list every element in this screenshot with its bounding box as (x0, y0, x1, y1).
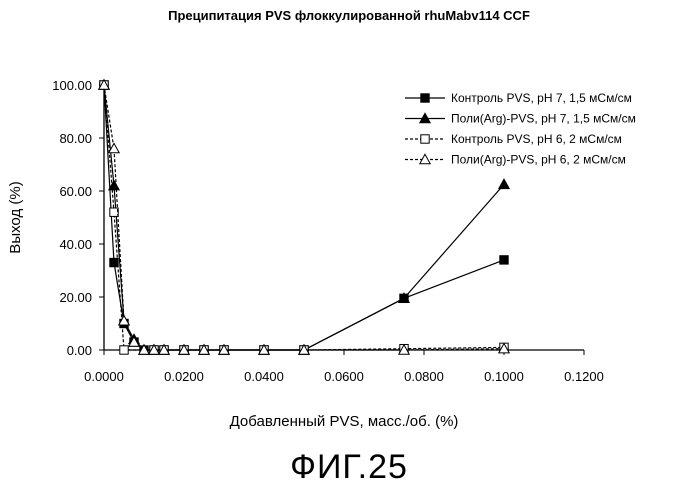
legend-label: Поли(Arg)-PVS, pH 7, 1,5 мСм/см (451, 112, 636, 126)
y-tick-label: 100.00 (52, 78, 92, 93)
series-2 (99, 80, 509, 354)
x-tick-label: 0.1000 (484, 369, 524, 384)
y-tick-label: 40.00 (59, 237, 92, 252)
y-tick-label: 0.00 (67, 343, 92, 358)
x-tick-label: 0.1200 (564, 369, 604, 384)
legend-item-2: Поли(Arg)-PVS, pH 7, 1,5 мСм/см (405, 112, 636, 126)
series-line (104, 85, 504, 350)
x-tick-label: 0.0000 (84, 369, 124, 384)
x-tick-label: 0.0800 (404, 369, 444, 384)
data-point (120, 346, 128, 354)
data-point (500, 256, 508, 264)
series-line (104, 85, 504, 350)
x-tick-label: 0.0400 (244, 369, 284, 384)
y-tick-label: 80.00 (59, 131, 92, 146)
legend-marker (421, 94, 429, 102)
series-4 (99, 80, 509, 354)
chart-legend: Контроль PVS, pH 7, 1,5 мСм/см Поли(Arg)-… (405, 91, 636, 167)
x-tick-label: 0.0600 (324, 369, 364, 384)
data-point (109, 181, 119, 190)
y-axis-title: Выход (%) (7, 181, 24, 253)
legend-label: Поли(Arg)-PVS, pH 6, 2 мСм/см (451, 153, 626, 167)
series-line (104, 85, 504, 350)
legend-item-4: Поли(Arg)-PVS, pH 6, 2 мСм/см (405, 153, 626, 167)
x-axis-title: Добавленный PVS, масс./об. (%) (230, 413, 459, 430)
figure-label: ФИГ.25 (0, 448, 698, 487)
series-3 (100, 81, 508, 354)
series-line (104, 85, 504, 350)
legend-item-1: Контроль PVS, pH 7, 1,5 мСм/см (405, 91, 632, 105)
y-tick-label: 20.00 (59, 290, 92, 305)
series-1 (100, 81, 508, 354)
x-tick-label: 0.0200 (164, 369, 204, 384)
legend-item-3: Контроль PVS, pH 6, 2 мСм/см (405, 132, 622, 146)
legend-label: Контроль PVS, pH 6, 2 мСм/см (451, 132, 622, 146)
chart-series (99, 80, 509, 354)
data-point (499, 179, 509, 188)
legend-marker (421, 135, 429, 143)
legend-label: Контроль PVS, pH 7, 1,5 мСм/см (451, 91, 632, 105)
y-tick-label: 60.00 (59, 184, 92, 199)
